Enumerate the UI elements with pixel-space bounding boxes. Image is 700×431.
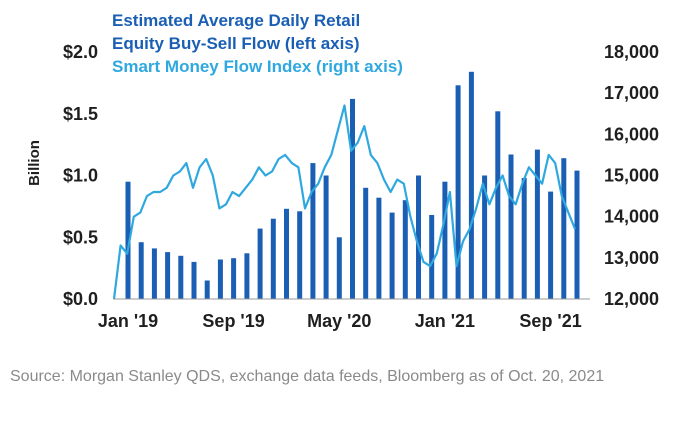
bar	[376, 197, 382, 299]
bar	[402, 200, 408, 299]
bar	[297, 211, 303, 299]
bar	[548, 191, 554, 299]
right-y-tick-label: 13,000	[604, 248, 659, 268]
right-y-axis: 12,000 13,000 14,000 15,000 16,000 17,000 18,0…	[604, 42, 659, 309]
smart-money-line	[112, 104, 577, 300]
x-tick-label: May '20	[307, 311, 371, 331]
right-y-tick-label: 15,000	[604, 166, 659, 186]
bar	[165, 252, 171, 299]
bar	[244, 253, 250, 299]
bar	[310, 163, 316, 299]
bar	[482, 175, 488, 299]
bar	[178, 255, 184, 299]
line-series	[112, 104, 577, 300]
bar	[270, 218, 276, 299]
bar	[350, 98, 355, 300]
legend-entry: Estimated Average Daily Retail	[112, 11, 360, 30]
chart: $0.0$0.5$1.0$1.5$2.0 12,00013,00014,0001…	[26, 10, 659, 332]
x-tick-label: Jan '19	[98, 311, 158, 331]
bar	[336, 237, 342, 300]
bar	[217, 259, 223, 299]
right-y-tick-label: 17,000	[604, 83, 659, 103]
bar	[429, 215, 435, 299]
bar	[125, 181, 131, 299]
bar	[204, 280, 210, 299]
y-axis-title: Billion	[26, 140, 43, 186]
bar	[521, 178, 527, 299]
left-y-axis: $0.0 $0.5 $1.0 $1.5 $2.0	[63, 42, 98, 309]
right-y-tick-label: 14,000	[604, 207, 659, 227]
bar	[534, 149, 540, 299]
bar	[323, 175, 329, 299]
left-y-tick-label: $2.0	[63, 42, 98, 62]
bars-series	[125, 71, 580, 300]
bar	[231, 258, 237, 299]
bar	[455, 85, 461, 299]
bar	[574, 170, 580, 299]
bar	[191, 261, 197, 299]
bar	[508, 154, 514, 299]
bar	[442, 181, 448, 299]
x-tick-label: Sep '19	[202, 311, 264, 331]
bar	[284, 208, 289, 299]
bar	[138, 242, 144, 299]
left-y-tick-label: $0.0	[63, 289, 98, 309]
bar	[561, 158, 567, 299]
left-y-tick-label: $1.5	[63, 104, 98, 124]
x-tick-label: Sep '21	[519, 311, 581, 331]
left-y-tick-label: $1.0	[63, 166, 98, 186]
legend: Estimated Average Daily Retail Equity Buy…	[111, 10, 405, 78]
right-y-tick-label: 12,000	[604, 289, 659, 309]
bar	[257, 228, 263, 299]
bar	[151, 248, 157, 299]
left-y-tick-label: $0.5	[63, 227, 98, 247]
x-axis-ticks: Jan '19 Sep '19 May '20 Jan '21 Sep '21	[98, 311, 582, 331]
bar	[416, 175, 421, 299]
bar	[389, 212, 395, 299]
legend-entry: Smart Money Flow Index (right axis)	[112, 57, 403, 76]
bar	[495, 111, 501, 299]
right-y-tick-label: 16,000	[604, 124, 659, 144]
source-note: Source: Morgan Stanley QDS, exchange dat…	[10, 368, 605, 385]
right-y-tick-label: 18,000	[604, 42, 659, 62]
legend-entry: Equity Buy-Sell Flow (left axis)	[112, 34, 359, 53]
x-tick-label: Jan '21	[415, 311, 475, 331]
bar	[363, 187, 369, 299]
bar	[468, 71, 474, 299]
